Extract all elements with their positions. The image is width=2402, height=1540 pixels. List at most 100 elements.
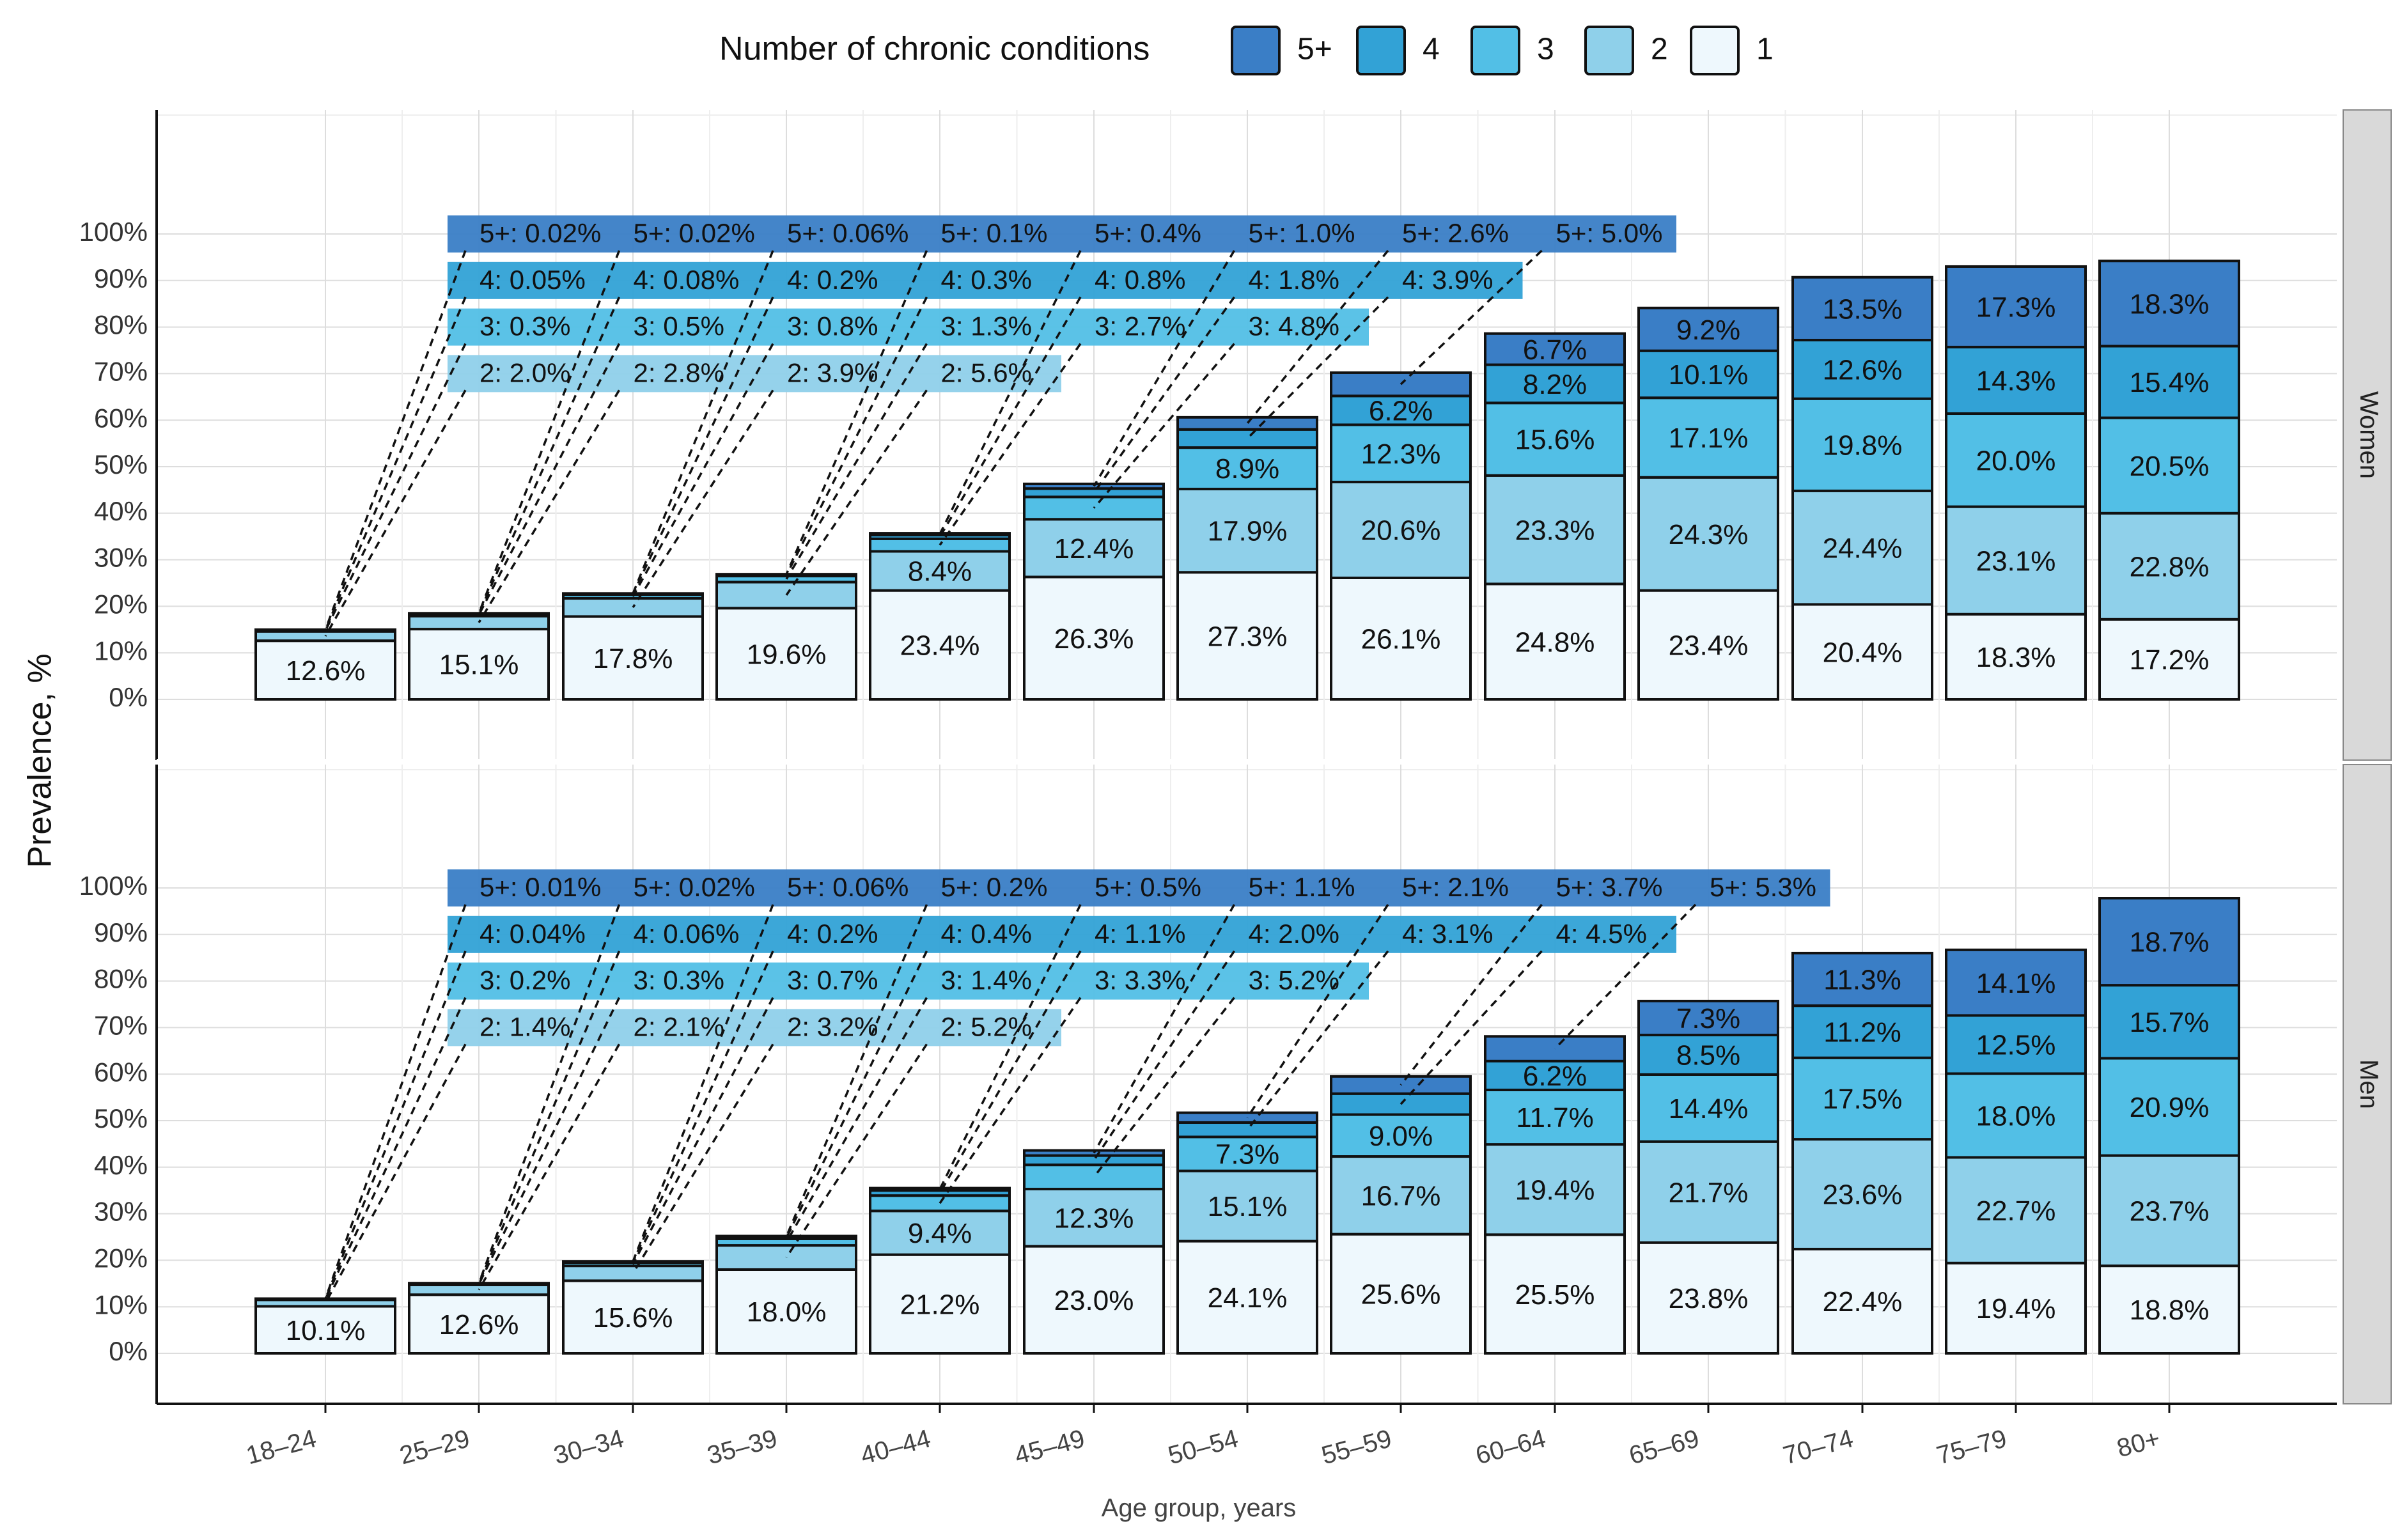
panel-0-ytick-label: 80%	[94, 310, 148, 340]
bar-label: 24.3%	[1669, 519, 1749, 550]
bar-label: 11.3%	[1823, 965, 1901, 996]
bar-label: 7.3%	[1676, 1003, 1740, 1034]
callout-leader	[785, 343, 928, 580]
bar-label: 12.3%	[1054, 1202, 1134, 1234]
legend-swatch-4	[1690, 26, 1740, 75]
bar-label: 16.7%	[1361, 1180, 1441, 1211]
callout-label: 4: 0.8%	[1095, 265, 1185, 295]
callout-leader	[939, 950, 1082, 1194]
callout-leader	[478, 343, 621, 616]
callout-label: 5+: 0.5%	[1095, 872, 1201, 902]
x-tick-label: 55–59	[1318, 1424, 1394, 1470]
bar-label: 19.6%	[747, 639, 827, 670]
panel-0-ytick-label: 40%	[94, 496, 148, 526]
callout-leader	[324, 997, 467, 1300]
callout-label: 2: 3.2%	[787, 1011, 878, 1041]
bar-label: 26.3%	[1054, 623, 1134, 655]
bar-men-3-75–79	[1945, 1072, 2087, 1159]
bar-men-5+-25–29	[408, 1282, 550, 1285]
bar-women-5+-80+	[2098, 260, 2240, 348]
bar-label: 21.7%	[1669, 1177, 1749, 1208]
callout-label: 3: 1.3%	[941, 311, 1032, 341]
panel-1-ytick-label: 80%	[94, 964, 148, 994]
facet-strip-men	[2343, 764, 2392, 1404]
callout-label: 4: 2.0%	[1249, 919, 1339, 949]
bar-label: 19.4%	[1515, 1174, 1595, 1206]
bar-label: 6.7%	[1523, 334, 1587, 366]
y-axis-title: Prevalence, %	[22, 653, 59, 867]
bar-women-5+-70–74	[1791, 276, 1933, 341]
legend-swatch-0	[1231, 26, 1281, 75]
bar-women-1-45–49	[1023, 575, 1165, 701]
bar-women-5+-60–64	[1484, 332, 1626, 366]
callout-label: 5+: 0.01%	[480, 872, 601, 902]
callout-label: 5+: 2.1%	[1402, 872, 1509, 902]
callout-leader	[632, 904, 774, 1263]
bar-men-3-55–59	[1330, 1113, 1472, 1158]
callout-leader	[632, 389, 774, 609]
bar-label: 15.6%	[1515, 424, 1595, 456]
callout-label: 5+: 1.0%	[1249, 218, 1355, 248]
bar-label: 10.1%	[1669, 359, 1749, 391]
callout-label: 4: 0.05%	[480, 265, 586, 295]
bar-label: 23.4%	[900, 630, 980, 661]
callout-leader	[1246, 296, 1389, 440]
bar-men-3-80+	[2098, 1057, 2240, 1157]
bar-label: 22.4%	[1823, 1286, 1903, 1318]
bar-label: 8.4%	[908, 556, 972, 587]
callout-label: 5+: 2.6%	[1402, 218, 1509, 248]
callout-leader	[632, 1043, 774, 1274]
bar-men-5+-40–44	[869, 1186, 1011, 1192]
panel-0-ytick-label: 30%	[94, 543, 148, 573]
x-tick-label: 75–79	[1933, 1424, 2009, 1470]
callout-band-women-4	[448, 261, 1523, 299]
bar-label: 15.1%	[1208, 1191, 1288, 1222]
callout-label: 5+: 0.02%	[634, 218, 755, 248]
panel-0-ytick-label: 100%	[79, 217, 148, 247]
x-tick-label: 30–34	[550, 1424, 627, 1470]
bar-men-3-60–64	[1484, 1088, 1626, 1146]
callout-leader	[478, 389, 620, 623]
bar-women-1-50–54	[1176, 571, 1318, 701]
bar-women-2-50–54	[1176, 487, 1318, 574]
panel-1-ytick-label: 70%	[94, 1010, 148, 1040]
bar-label: 25.6%	[1361, 1279, 1441, 1310]
callout-label: 5+: 0.06%	[787, 218, 909, 248]
bar-men-1-18–24	[254, 1305, 396, 1355]
bar-women-1-75–79	[1945, 612, 2087, 701]
bar-label: 18.3%	[2130, 288, 2210, 320]
bar-men-5+-80+	[2098, 897, 2240, 987]
bar-women-1-18–24	[254, 639, 396, 701]
callout-leader	[324, 1043, 467, 1304]
bar-label: 9.0%	[1369, 1121, 1433, 1152]
bar-label: 10.1%	[286, 1315, 366, 1346]
bar-women-4-65–69	[1637, 349, 1779, 400]
bar-label: 25.5%	[1515, 1279, 1595, 1311]
bar-label: 6.2%	[1369, 396, 1433, 427]
callout-leader	[939, 296, 1082, 538]
bar-men-5+-18–24	[254, 1297, 396, 1300]
callout-leader	[1246, 950, 1389, 1131]
callout-label: 2: 2.8%	[634, 357, 724, 387]
facet-strip-women	[2343, 109, 2392, 761]
callout-leader	[785, 1043, 928, 1258]
bar-men-3-45–49	[1023, 1163, 1165, 1191]
callout-label: 2: 3.9%	[787, 357, 878, 387]
bar-label: 23.7%	[2130, 1195, 2210, 1227]
bar-label: 20.0%	[1976, 445, 2056, 476]
bar-label: 17.1%	[1669, 423, 1749, 454]
x-tick-label: 70–74	[1780, 1424, 1856, 1470]
bar-label: 23.6%	[1823, 1179, 1903, 1211]
bar-women-3-70–74	[1791, 397, 1933, 492]
legend-title: Number of chronic conditions	[719, 31, 1150, 68]
bar-label: 24.4%	[1823, 533, 1903, 564]
callout-leader	[785, 389, 928, 596]
panel-0-ytick-label: 10%	[94, 635, 148, 665]
callout-label: 5+: 3.7%	[1556, 872, 1663, 902]
bar-label: 12.5%	[1976, 1030, 2056, 1061]
x-axis-title: Age group, years	[1102, 1494, 1297, 1522]
callout-label: 4: 3.1%	[1402, 919, 1493, 949]
bar-label: 12.4%	[1054, 533, 1134, 564]
bar-label: 23.8%	[1669, 1283, 1749, 1314]
